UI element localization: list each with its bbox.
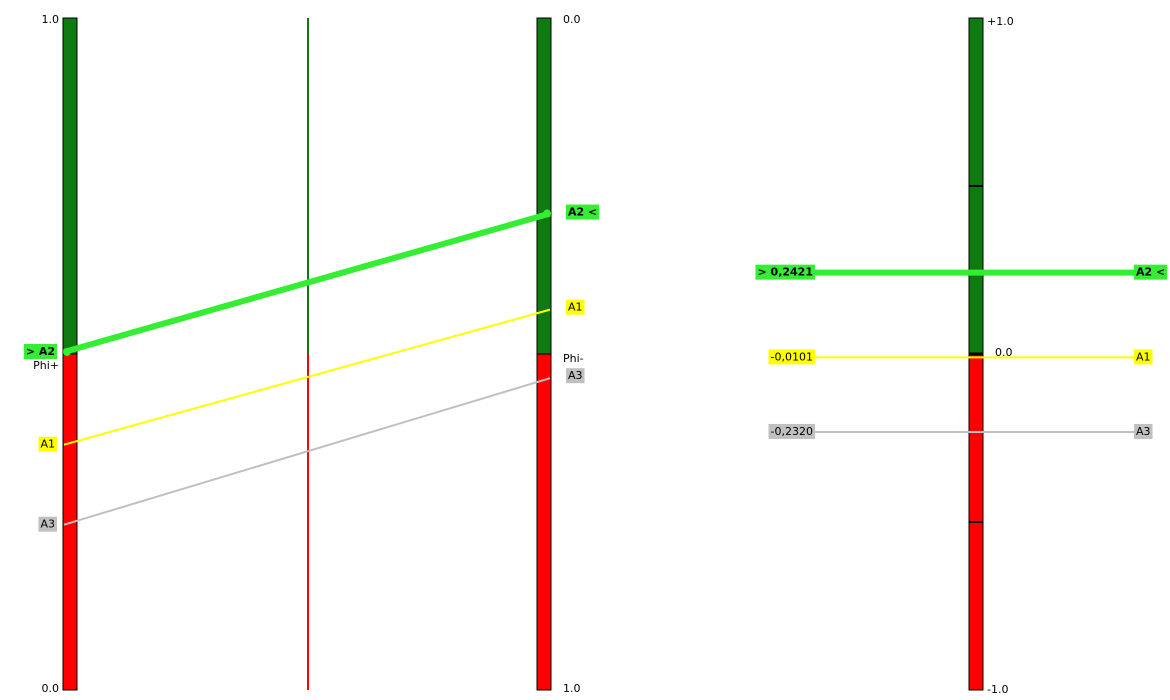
phi-minus-label-a2-bg [566, 204, 600, 220]
net-flow-label-a2-bg [1134, 264, 1168, 280]
net-flow-value-a2-text: > 0,2421 [758, 266, 814, 279]
phi-minus-top-tick-label: 0.0 [563, 13, 581, 26]
phi-minus-axis-name-text: Phi- [563, 352, 584, 365]
phi-minus-axis-positive-segment [536, 17, 552, 355]
phi-plus-axis-name-text: Phi+ [33, 359, 59, 372]
phi-plus-label-a2-bg [23, 343, 57, 359]
net-axis-bottom-label: -1.0 [987, 683, 1008, 696]
net-flow-value-a3-text: -0,2320 [771, 425, 813, 438]
phi-plus-axis-name: Phi+ [33, 359, 59, 372]
series-line-a3 [63, 377, 551, 526]
net-axis-zero-label-text: 0.0 [995, 346, 1013, 359]
net-flow-label-a1-bg [1134, 349, 1153, 365]
phi-minus-label-a3: A3 [566, 368, 585, 384]
phi-plus-label-a3-text: A3 [40, 518, 55, 531]
net-flow-value-a1: -0,0101 [768, 349, 815, 365]
phi-plus-label-a1-bg [38, 436, 57, 452]
phi-minus-label-a2: A2 < [566, 204, 600, 220]
net-flow-value-a1-text: -0,0101 [771, 350, 813, 363]
phi-plus-top-tick-label: 1.0 [42, 13, 60, 26]
net-flow-label-a1: A1 [1134, 349, 1153, 365]
net-flow-label-a3-text: A3 [1136, 425, 1151, 438]
phi-plus-label-a3: A3 [38, 516, 57, 532]
phi-minus-axis-name: Phi- [563, 352, 584, 365]
net-flow-label-a3-bg [1134, 423, 1153, 439]
phi-minus-axis-negative-segment [536, 353, 552, 691]
phi-minus-label-a3-bg [566, 368, 585, 384]
net-flow-label-a3: A3 [1134, 423, 1153, 439]
phi-plus-label-a1-text: A1 [40, 438, 55, 451]
phi-minus-label-a3-text: A3 [568, 369, 583, 382]
net-flow-value-a2-bg [755, 264, 815, 280]
net-axis-bottom-label-text: -1.0 [987, 683, 1008, 696]
phi-plus-label-a2-text: > A2 [26, 345, 55, 358]
phi-minus-bottom-tick-label: 1.0 [563, 682, 581, 695]
net-flow-label-a2: A2 < [1134, 264, 1168, 280]
net-flow-value-a3-bg [768, 423, 815, 439]
phi-plus-top-tick-label-text: 1.0 [42, 13, 60, 26]
phi-plus-label-a3-bg [38, 516, 57, 532]
net-axis-top-label-text: +1.0 [987, 15, 1014, 28]
net-flow-label-a1-text: A1 [1136, 350, 1151, 363]
net-axis-top-label: +1.0 [987, 15, 1014, 28]
phi-plus-axis-positive-segment [62, 17, 78, 355]
series-line-a2 [63, 210, 551, 355]
phi-minus-label-a2-text: A2 < [568, 206, 597, 219]
phi-minus-label-a1: A1 [566, 299, 585, 315]
phi-plus-label-a2: > A2 [23, 343, 57, 359]
net-flow-value-a1-bg [768, 349, 815, 365]
phi-plus-label-a1: A1 [38, 436, 57, 452]
phi-minus-label-a1-text: A1 [568, 301, 583, 314]
series-line-a1 [63, 308, 551, 446]
series-point-left-a2 [63, 347, 71, 356]
phi-plus-bottom-tick-label: 0.0 [42, 682, 60, 695]
phi-minus-top-tick-label-text: 0.0 [563, 13, 581, 26]
net-axis-zero-label: 0.0 [995, 346, 1013, 359]
phi-minus-bottom-tick-label-text: 1.0 [563, 682, 581, 695]
phi-plus-bottom-tick-label-text: 0.0 [42, 682, 60, 695]
phi-minus-label-a1-bg [566, 299, 585, 315]
net-flow-label-a2-text: A2 < [1136, 266, 1165, 279]
series-point-right-a2 [543, 209, 551, 218]
net-flow-value-a2: > 0,2421 [755, 264, 815, 280]
net-flow-value-a3: -0,2320 [768, 423, 815, 439]
